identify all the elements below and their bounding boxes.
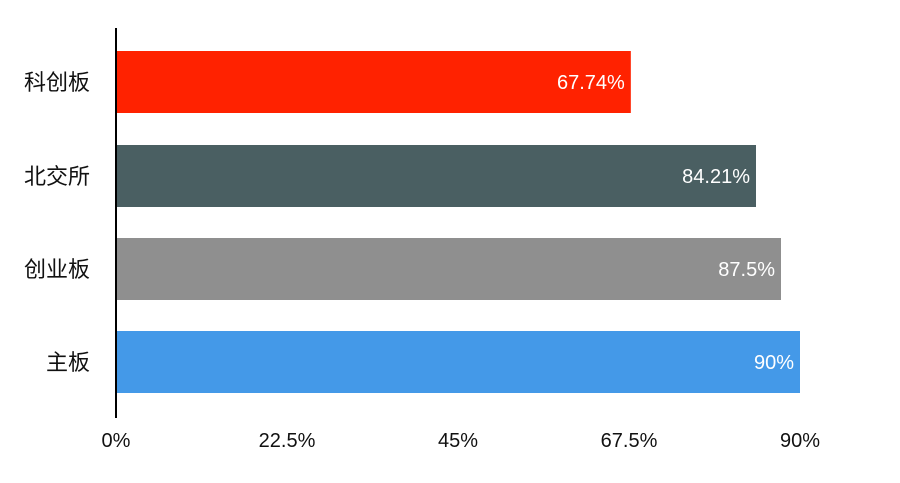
- data-label-2: 84.21%: [682, 166, 750, 188]
- bars-group: [116, 51, 800, 393]
- x-tick-label-5: 90%: [780, 430, 820, 452]
- data-labels: 67.74% 84.21% 87.5% 90%: [557, 72, 794, 374]
- data-label-4: 90%: [754, 352, 794, 374]
- bar-2: [116, 145, 756, 207]
- x-tick-label-4: 67.5%: [601, 430, 658, 452]
- data-label-1: 67.74%: [557, 72, 625, 94]
- x-tick-label-1: 0%: [102, 430, 131, 452]
- category-label-1: 科创板: [24, 71, 90, 96]
- category-label-3: 创业板: [24, 258, 90, 283]
- x-tick-label-3: 45%: [438, 430, 478, 452]
- bar-1: [116, 51, 631, 113]
- bar-3: [116, 238, 781, 300]
- data-label-3: 87.5%: [718, 259, 775, 281]
- category-label-4: 主板: [46, 351, 90, 376]
- x-tick-label-2: 22.5%: [259, 430, 316, 452]
- category-label-2: 北交所: [24, 165, 90, 190]
- bar-4: [116, 331, 800, 393]
- x-tick-labels: 0% 22.5% 45% 67.5% 90%: [102, 430, 821, 452]
